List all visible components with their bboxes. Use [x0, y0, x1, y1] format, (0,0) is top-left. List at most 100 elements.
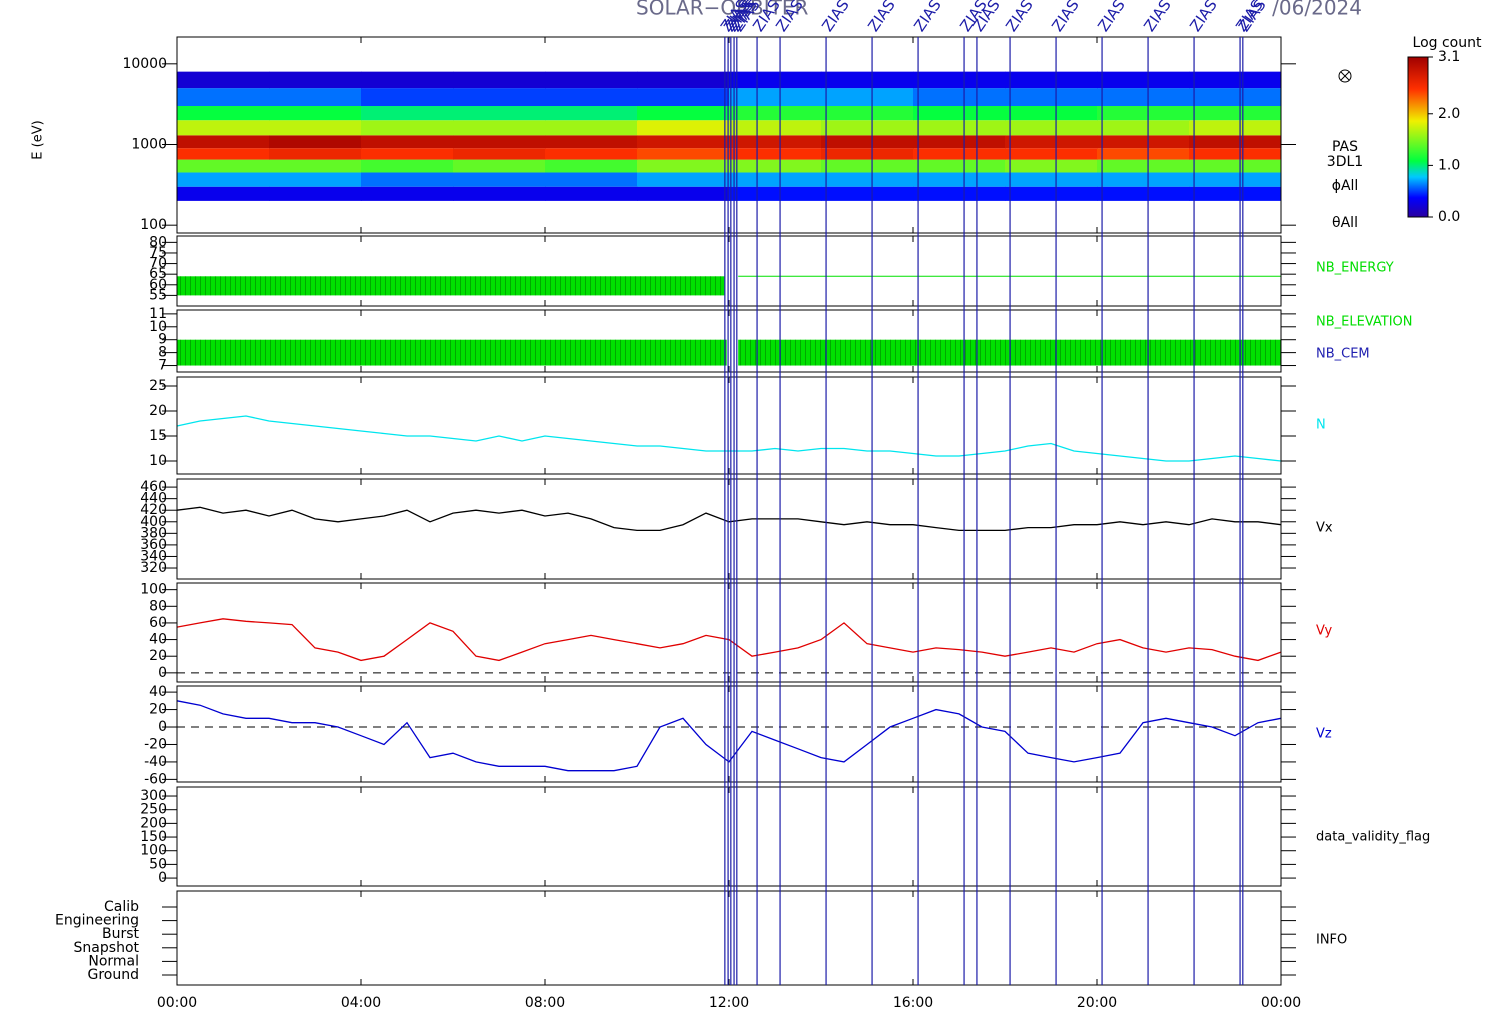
colorbar-tick-label: 1.0	[1438, 157, 1460, 173]
heatmap-cell	[913, 135, 1006, 149]
y-tick-label: 80	[149, 598, 167, 614]
heatmap-cell	[177, 106, 270, 121]
y-tick-label: 0	[158, 719, 167, 735]
heatmap-cell	[913, 172, 1006, 187]
heatmap-cell	[177, 159, 270, 173]
data-line	[176, 700, 1282, 772]
heatmap-cell	[361, 148, 454, 160]
y-tick-label: 40	[149, 632, 167, 648]
heatmap-cell	[1189, 120, 1282, 136]
panel-label: NB_ENERGY	[1316, 261, 1394, 276]
heatmap-cell	[177, 71, 270, 89]
panel-frame	[176, 309, 1282, 373]
series-label: N	[1316, 418, 1326, 433]
y-tick-label: 60	[149, 615, 167, 631]
date: /06/2024	[1272, 0, 1362, 20]
heatmap-cell	[453, 88, 546, 107]
x-tick-label: 16:00	[893, 995, 933, 1011]
panel-frame	[176, 376, 1282, 475]
heatmap-cell	[1005, 120, 1098, 136]
heatmap-cell	[1005, 186, 1098, 201]
heatmap-cell	[821, 106, 914, 121]
panel-label: INFO	[1316, 933, 1347, 948]
panel-label: data_validity_flag	[1316, 830, 1430, 845]
panel-frame	[176, 890, 1282, 986]
heatmap-cell	[545, 120, 638, 136]
heatmap-cell	[1189, 71, 1282, 89]
y-tick-label: 10	[149, 319, 167, 335]
x-tick-label: 00:00	[1261, 995, 1301, 1011]
heatmap-cell	[821, 159, 914, 173]
title: SOLAR−ORBITER	[636, 0, 808, 20]
y-tick-label: 380	[140, 525, 167, 541]
heatmap-cell	[637, 148, 730, 160]
heatmap-cell	[453, 159, 546, 173]
heatmap-cell	[361, 186, 454, 201]
heatmap-cell	[1005, 71, 1098, 89]
band-stripes	[177, 276, 725, 296]
colorbar-tick-label: 2.0	[1438, 106, 1460, 122]
y-tick-label: -40	[144, 754, 167, 770]
heatmap-cell	[1189, 172, 1282, 187]
category-label: Ground	[88, 967, 140, 983]
heatmap-cell	[729, 88, 822, 107]
heatmap-cell	[361, 88, 454, 107]
y-tick-label: 9	[158, 332, 167, 348]
heatmap-cell	[821, 172, 914, 187]
x-tick-label: 00:00	[157, 995, 197, 1011]
y-tick-label: 8	[158, 345, 167, 361]
heatmap-cell	[177, 186, 270, 201]
heatmap-cell	[269, 172, 362, 187]
heatmap-cell	[1189, 106, 1282, 121]
heatmap-cell	[361, 106, 454, 121]
heatmap-cell	[913, 71, 1006, 89]
heatmap-cell	[545, 106, 638, 121]
heatmap-cell	[453, 186, 546, 201]
y-tick-label: 200	[140, 815, 167, 831]
heatmap-cell	[269, 135, 362, 149]
heatmap-cell	[821, 120, 914, 136]
panel-frame	[176, 685, 1282, 783]
x-tick-label: 20:00	[1077, 995, 1117, 1011]
series-label: Vx	[1316, 521, 1333, 536]
heatmap-cell	[545, 135, 638, 149]
y-tick-label: 25	[149, 378, 167, 394]
heatmap-cell	[637, 106, 730, 121]
y-tick-label: 320	[140, 560, 167, 576]
y-tick-label: 340	[140, 548, 167, 564]
heatmap-cell	[1097, 186, 1190, 201]
colorbar-tick-label: 3.1	[1438, 49, 1460, 65]
heatmap-cell	[821, 88, 914, 107]
heatmap-cell	[1005, 135, 1098, 149]
heatmap-cell	[637, 186, 730, 201]
heatmap-cell	[637, 159, 730, 173]
heatmap-cell	[1189, 186, 1282, 201]
heatmap-cell	[361, 120, 454, 136]
heatmap-cell	[1097, 120, 1190, 136]
panel-label: NB_CEM	[1316, 347, 1370, 362]
y-tick-label: 250	[140, 802, 167, 818]
panel-label: NB_ELEVATION	[1316, 315, 1413, 330]
panel-label: θAll	[1332, 215, 1358, 231]
heatmap-cell	[545, 159, 638, 173]
heatmap-cell	[637, 135, 730, 149]
heatmap-cell	[1097, 172, 1190, 187]
y-tick-label: 150	[140, 829, 167, 845]
heatmap-cell	[821, 148, 914, 160]
heatmap-cell	[361, 135, 454, 149]
heatmap-cell	[453, 71, 546, 89]
category-label: Calib	[104, 899, 139, 915]
heatmap-cell	[821, 71, 914, 89]
heatmap-cell	[453, 106, 546, 121]
x-tick-label: 08:00	[525, 995, 565, 1011]
y-tick-label: 420	[140, 502, 167, 518]
category-label: Snapshot	[74, 940, 140, 956]
data-line	[176, 506, 1282, 532]
y-tick-label: -20	[144, 736, 167, 752]
colorbar-title: Log count	[1413, 35, 1482, 51]
x-tick-label: 12:00	[709, 995, 749, 1011]
heatmap-cell	[913, 120, 1006, 136]
heatmap-cell	[269, 120, 362, 136]
y-tick-label: 300	[140, 788, 167, 804]
